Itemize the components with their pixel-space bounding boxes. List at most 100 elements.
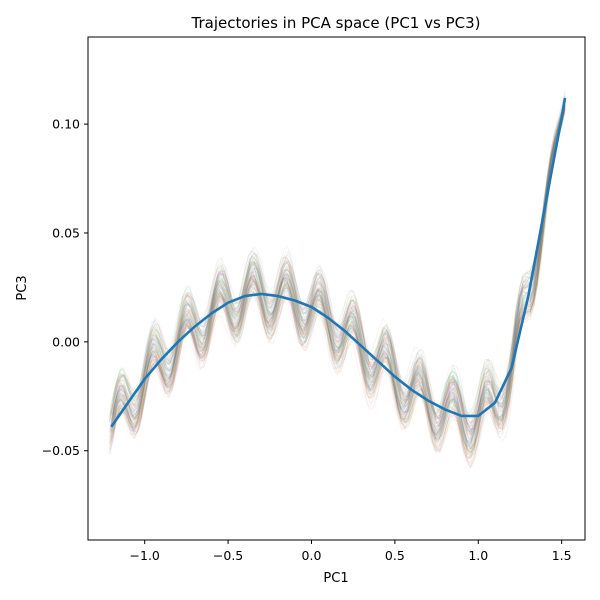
trajectory-line [112,104,566,455]
trajectory-line [110,98,566,435]
trajectory-line [111,96,566,433]
trajectory-line [108,101,566,444]
trajectory-line [108,97,566,423]
trajectory-line [108,91,566,424]
trajectory-line [110,106,566,449]
trajectory-line [111,109,566,443]
trajectory-line [110,108,566,447]
mean-trajectory-line [110,97,567,428]
trajectory-line [110,105,566,443]
y-axis-label: PC3 [15,275,30,300]
trajectory-line [111,103,566,444]
x-tick-label: −1.0 [130,548,160,563]
trajectory-line [110,101,566,432]
trajectory-line [110,97,566,427]
trajectory-line [113,104,566,450]
trajectory-line [111,108,566,450]
trajectory-line [108,109,566,454]
trajectory-line [110,101,566,424]
y-tick-label: 0.00 [52,334,80,349]
trajectory-line [112,108,566,452]
trajectory-line [113,106,566,465]
trajectory-line [111,108,566,447]
trajectory-line [109,100,566,450]
trajectory-line [111,102,566,433]
x-tick-label: −0.5 [213,548,243,563]
trajectory-line [112,110,566,456]
trajectory-line [110,103,566,448]
trajectory-line [112,106,566,458]
trajectory-line [110,104,566,458]
trajectory-line [108,107,566,456]
trajectory-line [112,97,566,415]
trajectory-line [112,101,566,436]
trajectory-line [111,98,566,435]
chart-title: Trajectories in PCA space (PC1 vs PC3) [191,14,481,32]
trajectory-line [111,109,566,468]
trajectory-line [109,106,566,454]
trajectory-line [108,109,566,469]
trajectory-line [109,105,566,439]
trajectory-line [112,105,566,453]
trajectory-line [111,110,566,458]
trajectory-line [108,105,566,443]
x-tick-label: 1.0 [468,548,488,563]
trajectory-line [112,101,566,441]
trajectory-line [109,96,566,425]
trajectory-line [112,108,566,446]
trajectory-line [112,107,566,451]
y-axis-ticks: −0.05 0.00 0.05 0.10 [42,117,88,458]
trajectory-line [113,107,566,450]
trajectory-line [110,101,566,433]
trajectory-line [111,99,566,431]
trajectory-line [110,103,566,448]
trajectory-line [111,101,566,436]
trajectory-line [112,106,566,444]
trajectory-line [112,107,566,451]
trajectory-line [109,99,566,434]
trajectory-line [110,103,566,442]
trajectory-line [110,105,566,446]
trajectory-line [113,101,566,432]
trajectory-line [113,108,566,455]
trajectory-line [112,109,566,453]
mean-trajectory [110,97,567,428]
trajectory-line [111,101,566,447]
trajectory-line [112,103,566,436]
trajectory-line [110,90,566,420]
trajectory-line [110,110,566,460]
trajectory-line [109,102,566,416]
trajectory-line [109,104,566,437]
x-axis-ticks: −1.0 −0.5 0.0 0.5 1.0 1.5 [130,540,572,563]
trajectory-line [110,104,566,450]
trajectory-line [111,101,566,433]
plot-frame [87,36,586,541]
trajectory-line [110,106,566,446]
trajectory-line [113,112,566,460]
x-tick-label: 0.0 [302,548,322,563]
trajectory-line [110,104,566,443]
trajectory-line [112,101,566,432]
trajectory-line [108,95,566,424]
trajectory-line [111,105,566,464]
trajectory-line [109,108,566,453]
trajectory-line [113,104,566,449]
trajectory-line [110,107,566,449]
trajectory-line [109,105,566,439]
trajectory-line [109,101,566,436]
x-tick-label: 1.5 [552,548,572,563]
trajectory-line [108,96,566,421]
trajectory-line [109,98,566,416]
trajectory-line [112,103,566,441]
y-tick-label: 0.05 [52,225,80,240]
trajectory-line [112,109,566,449]
trajectory-line [110,104,566,441]
trajectory-line [110,105,566,445]
trajectory-line [109,105,566,451]
trajectory-line [109,106,566,452]
trajectory-line [110,96,566,433]
x-axis-label: PC1 [323,571,348,586]
trajectory-line [112,104,566,437]
